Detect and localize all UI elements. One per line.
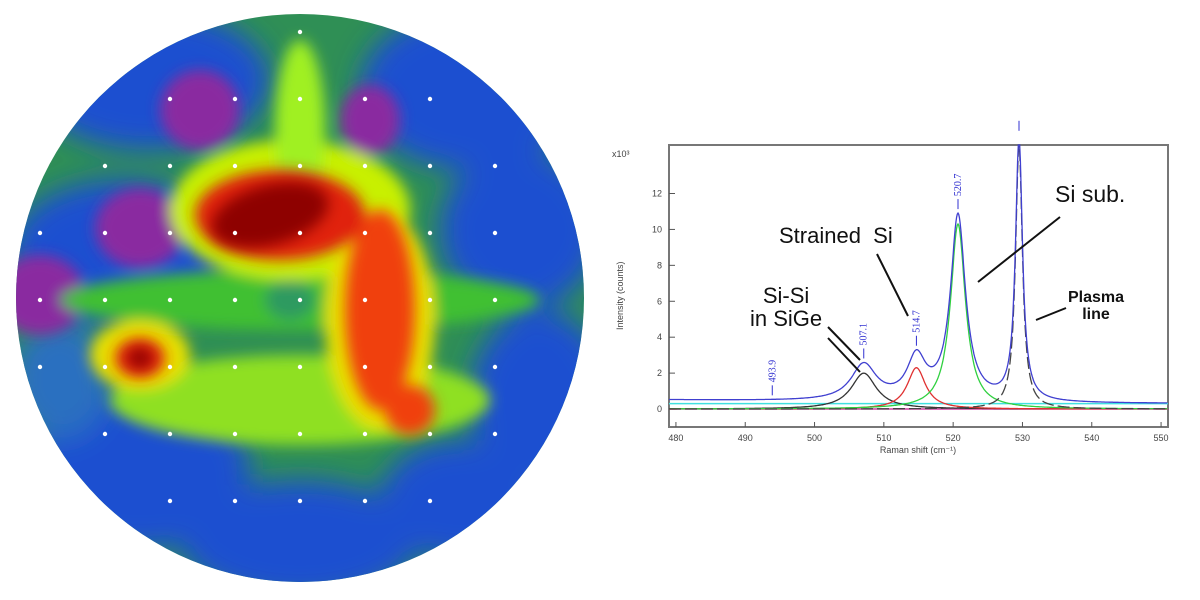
- y-tick-label: 8: [657, 260, 662, 270]
- measurement-point: [297, 29, 303, 35]
- x-tick-label: 550: [1154, 433, 1169, 443]
- measurement-point: [427, 364, 433, 370]
- annotation-si-sub: Si sub.: [1055, 181, 1126, 207]
- x-tick-label: 540: [1084, 433, 1099, 443]
- measurement-point: [427, 297, 433, 303]
- y-tick-label: 6: [657, 296, 662, 306]
- x-tick-label: 500: [807, 433, 822, 443]
- x-tick-label: 480: [668, 433, 683, 443]
- measurement-point: [427, 431, 433, 437]
- measurement-point: [297, 230, 303, 236]
- measurement-point: [362, 364, 368, 370]
- measurement-point: [297, 297, 303, 303]
- measurement-point: [492, 230, 498, 236]
- raman-spectrum-chart: 480 490 500 510 520 530 540 550 0 2 4 6 8 10 12 493.9 5…: [612, 120, 1169, 455]
- measurement-point: [102, 297, 108, 303]
- y-tick-label: 2: [657, 368, 662, 378]
- measurement-point: [427, 163, 433, 169]
- measurement-point: [362, 297, 368, 303]
- measurement-point: [492, 431, 498, 437]
- measurement-point: [297, 431, 303, 437]
- x-tick-label: 490: [738, 433, 753, 443]
- measurement-point: [232, 163, 238, 169]
- measurement-point: [37, 364, 43, 370]
- measurement-point: [232, 498, 238, 504]
- measurement-point: [362, 96, 368, 102]
- measurement-point: [297, 163, 303, 169]
- measurement-point: [492, 163, 498, 169]
- series-plasma-line: [669, 144, 1168, 410]
- peak-label: 493.9: [767, 360, 778, 383]
- measurement-point: [427, 96, 433, 102]
- measurement-point: [167, 498, 173, 504]
- x-tick-label: 510: [876, 433, 891, 443]
- series-total-fit: [669, 144, 1168, 404]
- measurement-point: [37, 230, 43, 236]
- measurement-point: [427, 230, 433, 236]
- measurement-point: [362, 498, 368, 504]
- measurement-point: [167, 364, 173, 370]
- y-tick-label: 0: [657, 404, 662, 414]
- y-axis-label: Intensity (counts): [615, 261, 625, 330]
- measurement-point: [167, 96, 173, 102]
- y-tick-label: 12: [652, 188, 662, 198]
- measurement-point: [492, 364, 498, 370]
- measurement-point: [297, 96, 303, 102]
- y-multiplier: x10³: [612, 149, 630, 159]
- measurement-point: [232, 96, 238, 102]
- measurement-point: [232, 230, 238, 236]
- measurement-point: [232, 297, 238, 303]
- wafer-strain-map: [16, 14, 584, 582]
- measurement-point: [102, 230, 108, 236]
- measurement-point: [37, 297, 43, 303]
- measurement-point: [492, 297, 498, 303]
- measurement-point: [167, 230, 173, 236]
- measurement-point: [102, 431, 108, 437]
- measurement-point: [297, 498, 303, 504]
- measurement-point: [102, 364, 108, 370]
- annotation-strained-si: Strained Si: [779, 223, 893, 248]
- x-tick-label: 530: [1015, 433, 1030, 443]
- annotation-sige: Si-Si in SiGe: [750, 283, 823, 332]
- y-tick-label: 10: [652, 224, 662, 234]
- measurement-point: [297, 364, 303, 370]
- x-axis-label: Raman shift (cm⁻¹): [880, 445, 956, 455]
- measurement-point: [232, 364, 238, 370]
- annotation-plasma-line: Plasma line: [1068, 289, 1125, 323]
- measurement-point: [102, 163, 108, 169]
- y-tick-label: 4: [657, 332, 662, 342]
- peak-label: 514.7: [911, 310, 922, 333]
- x-tick-label: 520: [946, 433, 961, 443]
- measurement-point: [232, 431, 238, 437]
- measurement-point: [427, 498, 433, 504]
- measurement-point: [167, 431, 173, 437]
- peak-label: 520.7: [953, 174, 964, 197]
- plot-frame: [668, 144, 1169, 428]
- peak-label: 507.1: [859, 323, 870, 346]
- measurement-point: [167, 297, 173, 303]
- measurement-point: [362, 230, 368, 236]
- measurement-point: [362, 431, 368, 437]
- measurement-point: [362, 163, 368, 169]
- measurement-point: [167, 163, 173, 169]
